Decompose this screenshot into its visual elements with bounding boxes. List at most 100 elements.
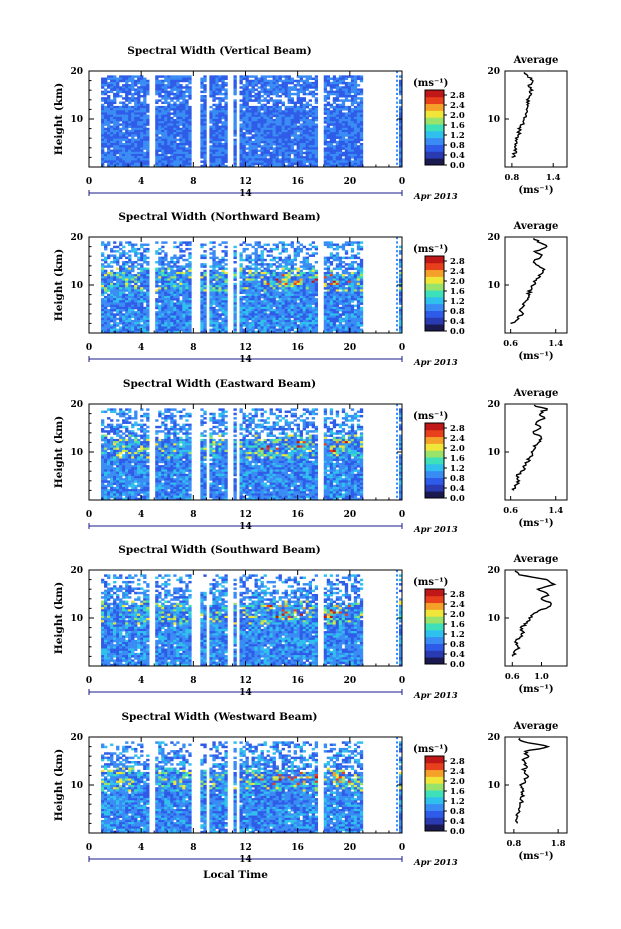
heatmap-cell — [296, 79, 300, 83]
heatmap-cell — [125, 132, 129, 135]
heatmap-cell — [209, 309, 213, 312]
heatmap-cell — [209, 311, 213, 314]
heatmap-cell — [356, 108, 361, 111]
heatmap-cell — [125, 309, 129, 312]
heatmap-cell — [104, 81, 108, 85]
heatmap-cell — [263, 108, 267, 111]
heatmap-cell — [161, 280, 165, 284]
heatmap-cell — [107, 127, 111, 131]
heatmap-cell — [302, 138, 306, 142]
heatmap-cell — [293, 79, 297, 83]
heatmap-cell — [119, 295, 123, 299]
heatmap-cell — [140, 147, 144, 150]
heatmap-cell — [125, 311, 129, 314]
heatmap-cell — [119, 123, 123, 126]
heatmap-cell — [335, 95, 340, 98]
heatmap-cell — [296, 276, 300, 279]
heatmap-cell — [110, 103, 114, 107]
heatmap-cell — [239, 90, 243, 94]
heatmap-cell — [254, 322, 258, 325]
heatmap-cell — [269, 134, 273, 137]
heatmap-cell — [356, 147, 361, 150]
heatmap-cell — [146, 92, 150, 96]
heatmap-cell — [125, 125, 129, 129]
heatmap-cell — [203, 256, 207, 260]
heatmap-cell — [164, 92, 168, 96]
heatmap-cell — [140, 101, 144, 105]
heatmap-cell — [119, 278, 123, 281]
heatmap-cell — [269, 143, 273, 146]
heatmap-cell — [233, 110, 237, 113]
heatmap-cell — [143, 287, 147, 290]
heatmap-cell — [311, 114, 316, 118]
heatmap-cell — [182, 276, 186, 279]
heatmap-cell — [341, 108, 346, 111]
heatmap-cell — [167, 86, 171, 89]
heatmap-cell — [296, 119, 300, 122]
heatmap-cell — [278, 274, 282, 277]
heatmap-cell — [167, 315, 171, 319]
heatmap-cell — [263, 278, 267, 281]
heatmap-cell — [272, 127, 276, 131]
heatmap-cell — [125, 149, 129, 153]
heatmap-cell — [170, 143, 174, 146]
heatmap-cell — [266, 309, 270, 312]
heatmap-cell — [107, 121, 111, 124]
heatmap-cell — [179, 309, 183, 312]
heatmap-cell — [353, 119, 358, 122]
heatmap-cell — [122, 300, 126, 303]
heatmap-cell — [338, 125, 343, 129]
heatmap-cell — [104, 265, 108, 268]
heatmap-cell — [215, 136, 219, 139]
heatmap-cell — [116, 164, 120, 168]
heatmap-cell — [110, 328, 114, 332]
heatmap-cell — [242, 136, 246, 139]
heatmap-cell — [290, 304, 294, 308]
heatmap-cell — [176, 160, 180, 163]
heatmap-cell — [107, 86, 111, 89]
heatmap-cell — [275, 92, 279, 96]
heatmap-cell — [248, 132, 252, 135]
heatmap-cell — [221, 160, 225, 163]
heatmap-cell — [245, 143, 249, 146]
heatmap-cell — [287, 326, 291, 329]
heatmap-cell — [140, 156, 144, 159]
heatmap-cell — [344, 153, 349, 157]
heatmap-cell — [305, 105, 309, 109]
heatmap-cell — [326, 134, 331, 137]
heatmap-cell — [281, 319, 285, 323]
heatmap-cell — [131, 319, 135, 323]
heatmap-cell — [161, 151, 165, 155]
heatmap-cell — [140, 278, 144, 281]
heatmap-cell — [212, 315, 216, 319]
heatmap-cell — [296, 125, 300, 129]
heatmap-cell — [185, 265, 189, 268]
heatmap-cell — [242, 145, 246, 148]
heatmap-cell — [263, 97, 267, 100]
heatmap-cell — [398, 134, 403, 137]
heatmap-cell — [107, 330, 111, 334]
heatmap-cell — [104, 317, 108, 321]
heatmap-cell — [209, 247, 213, 251]
heatmap-cell — [245, 295, 249, 299]
heatmap-cell — [287, 295, 291, 299]
heatmap-cell — [272, 125, 276, 129]
heatmap-cell — [272, 330, 276, 334]
heatmap-cell — [278, 293, 282, 297]
heatmap-cell — [323, 134, 328, 137]
heatmap-cell — [182, 291, 186, 295]
heatmap-cell — [356, 125, 361, 129]
heatmap-cell — [140, 162, 144, 166]
heatmap-cell — [137, 271, 141, 275]
heatmap-cell — [173, 276, 177, 279]
heatmap-cell — [119, 105, 123, 109]
heatmap-cell — [110, 319, 114, 323]
heatmap-cell — [296, 306, 300, 310]
heatmap-cell — [164, 75, 168, 78]
heatmap-cell — [110, 164, 114, 168]
heatmap-cell — [290, 97, 294, 100]
heatmap-cell — [287, 291, 291, 295]
heatmap-cell — [248, 302, 252, 305]
heatmap-cell — [248, 121, 252, 124]
heatmap-cell — [200, 245, 204, 249]
